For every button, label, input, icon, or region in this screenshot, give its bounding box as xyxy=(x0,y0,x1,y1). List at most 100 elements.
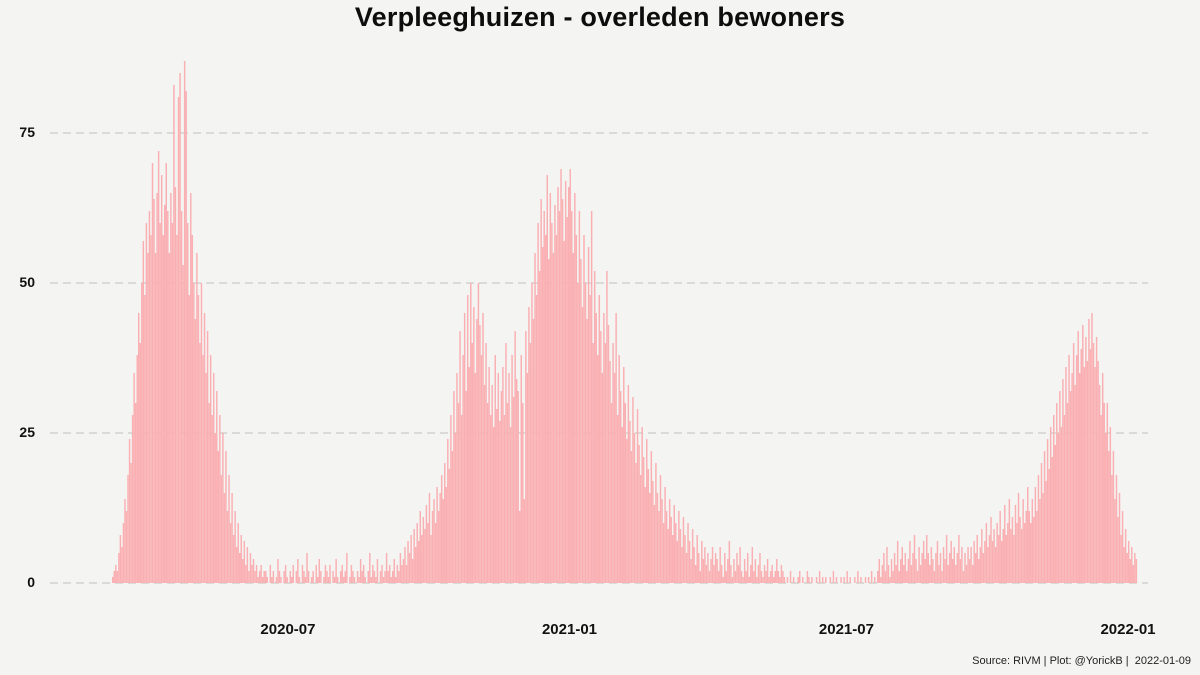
bar xyxy=(684,535,686,583)
y-axis-tick-label: 0 xyxy=(27,574,35,590)
bar xyxy=(121,547,123,583)
bar xyxy=(286,577,288,583)
bar xyxy=(411,559,414,583)
bar xyxy=(941,571,943,583)
bar xyxy=(665,511,668,583)
bar xyxy=(454,433,457,583)
bar xyxy=(353,577,356,583)
bar xyxy=(964,553,966,583)
bar xyxy=(427,523,429,583)
bar xyxy=(239,553,241,583)
bar xyxy=(1031,499,1034,583)
bar xyxy=(1004,505,1006,583)
bar xyxy=(271,577,273,583)
bar xyxy=(1069,391,1072,583)
bar xyxy=(483,385,486,583)
bar xyxy=(829,577,832,583)
bar xyxy=(613,373,616,583)
bar xyxy=(245,565,247,583)
bar xyxy=(1028,511,1030,583)
bar xyxy=(867,577,870,583)
bar xyxy=(375,577,377,583)
bar xyxy=(1014,505,1017,583)
bar xyxy=(895,565,897,583)
bar xyxy=(157,151,160,583)
bar xyxy=(607,325,610,583)
bar xyxy=(460,415,463,583)
bar xyxy=(774,571,776,583)
bar xyxy=(237,523,239,583)
bar xyxy=(327,577,330,583)
bar xyxy=(153,199,155,583)
bar xyxy=(658,511,660,583)
bar xyxy=(572,253,575,583)
bar xyxy=(1027,487,1029,583)
bar xyxy=(211,415,213,583)
bar xyxy=(1120,535,1122,583)
bar xyxy=(691,529,694,583)
bar xyxy=(857,571,859,583)
bar xyxy=(924,559,926,583)
bar xyxy=(292,565,294,583)
bar xyxy=(488,367,490,583)
bar xyxy=(283,571,285,583)
bar xyxy=(361,571,363,583)
bar xyxy=(456,373,458,583)
bar xyxy=(990,517,992,583)
bar xyxy=(545,235,547,583)
bar xyxy=(183,61,186,583)
bar xyxy=(792,577,795,583)
bar xyxy=(1057,433,1060,583)
bar xyxy=(642,457,645,583)
bar xyxy=(465,391,467,583)
bar xyxy=(128,439,131,583)
bar xyxy=(846,571,848,583)
bar xyxy=(208,403,210,583)
bar xyxy=(893,553,896,583)
bar xyxy=(667,529,669,583)
bar xyxy=(1095,337,1098,583)
bar xyxy=(682,517,685,583)
bar xyxy=(627,385,630,583)
bar xyxy=(1068,355,1070,583)
bar xyxy=(811,577,813,583)
bar xyxy=(961,547,963,583)
bar xyxy=(555,235,558,583)
bar xyxy=(971,565,974,583)
bar xyxy=(318,559,321,583)
bar xyxy=(567,187,570,583)
bar xyxy=(512,397,515,583)
bar xyxy=(997,535,1000,583)
bar xyxy=(967,547,969,583)
bar xyxy=(1082,325,1084,583)
bar xyxy=(626,439,628,583)
bar xyxy=(263,571,265,583)
bar xyxy=(130,463,132,583)
bar xyxy=(561,199,564,583)
bar xyxy=(1108,451,1110,583)
bar xyxy=(1091,313,1093,583)
bar xyxy=(896,541,899,583)
bar xyxy=(546,175,548,583)
bar xyxy=(776,559,778,583)
source-caption: Source: RIVM | Plot: @YorickB | 2022-01-… xyxy=(972,655,1191,667)
bar xyxy=(600,331,602,583)
bar xyxy=(295,571,298,583)
bar xyxy=(717,571,720,583)
bar xyxy=(956,553,959,583)
bar xyxy=(1121,511,1124,583)
bar xyxy=(1036,511,1038,583)
bar xyxy=(769,571,772,583)
bar xyxy=(395,577,397,583)
bar xyxy=(266,577,268,583)
bar xyxy=(413,529,415,583)
bar xyxy=(534,253,536,583)
bar xyxy=(491,385,493,583)
bar xyxy=(818,571,821,583)
bar xyxy=(881,565,884,583)
bar xyxy=(557,187,559,583)
bar xyxy=(636,409,639,583)
bar xyxy=(710,559,712,583)
bar xyxy=(141,283,143,583)
bar xyxy=(932,559,934,583)
